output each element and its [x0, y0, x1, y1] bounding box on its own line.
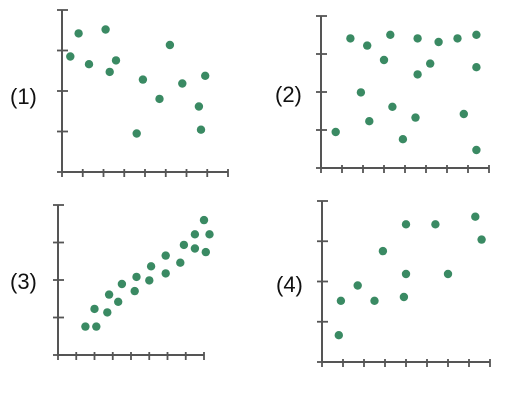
scatter-point [401, 220, 411, 229]
scatter-point [431, 220, 440, 229]
panel-label-3: (3) [10, 269, 37, 294]
scatter-point [145, 276, 154, 285]
scatter-point [138, 75, 148, 84]
panel-label-2: (2) [275, 82, 302, 107]
scatter-point [472, 30, 481, 39]
scatter-point [117, 279, 127, 289]
scatter-point [388, 102, 397, 112]
scatter-point [413, 34, 422, 43]
scatter-point [176, 258, 185, 267]
scatter-point [399, 292, 409, 302]
scatter-point [472, 145, 481, 155]
scatter-point [165, 40, 175, 50]
scatter-point [101, 25, 110, 34]
scatter-point [92, 322, 101, 331]
scatter-panel-4: (4) [276, 200, 491, 367]
scatter-point [453, 34, 462, 43]
scatter-point [161, 269, 170, 278]
scatter-point [90, 304, 99, 314]
scatter-point [434, 37, 443, 47]
scatter-point [66, 52, 75, 61]
scatter-point [178, 79, 187, 88]
scatter-point [104, 290, 114, 299]
scatter-point [146, 262, 156, 271]
scatter-point [398, 135, 408, 144]
scatter-panel-1: (1) [10, 9, 229, 177]
scatter-point [190, 244, 200, 253]
scatter-point [155, 94, 164, 104]
scatter-point [114, 297, 123, 306]
scatter-point [103, 308, 112, 317]
scatter-point [201, 247, 210, 257]
scatter-point [370, 296, 379, 305]
scatter-point [205, 230, 214, 239]
scatter-point [105, 67, 114, 77]
scatter-point [356, 88, 366, 97]
scatter-point [411, 113, 420, 122]
scatter-point [196, 125, 206, 134]
scatter-point [401, 269, 411, 279]
scatter-point [132, 129, 141, 138]
scatter-point [378, 246, 388, 256]
scatter-point [199, 215, 209, 225]
scatter-point [84, 59, 94, 69]
scatter-point [353, 281, 362, 290]
scatter-point [132, 272, 141, 282]
scatter-point [471, 212, 480, 221]
scatter-point [161, 251, 170, 260]
scatter-point [74, 29, 83, 38]
scatter-point [477, 235, 486, 244]
scatter-point [379, 55, 389, 65]
scatter-point [179, 240, 189, 250]
scatter-point [111, 56, 121, 65]
scatter-point [365, 117, 374, 126]
scatter-point [413, 70, 422, 79]
panel-label-4: (4) [276, 272, 303, 297]
scatter-point [346, 34, 355, 43]
scatter-point [190, 230, 200, 239]
scatter-point [130, 286, 139, 296]
scatter-panel-3: (3) [10, 204, 214, 360]
scatter-point [363, 41, 372, 50]
panel-label-1: (1) [10, 84, 37, 109]
scatter-point [472, 62, 481, 72]
scatter-point [386, 30, 395, 39]
scatter-point [331, 127, 340, 137]
scatter-point [194, 102, 204, 111]
scatter-panel-2: (2) [275, 15, 490, 173]
scatter-point [81, 322, 90, 331]
scatter-point [334, 331, 343, 340]
scatter-point [201, 71, 210, 81]
scatter-point [443, 269, 453, 279]
scatter-point [459, 109, 468, 119]
scatter-point [336, 296, 346, 305]
scatter-point [426, 59, 435, 68]
